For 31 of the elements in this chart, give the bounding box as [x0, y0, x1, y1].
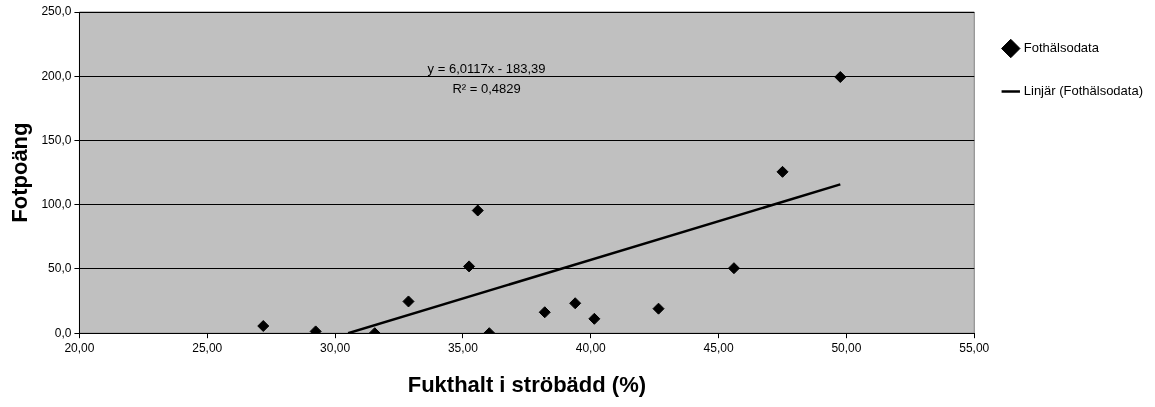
y-tick-label: 0,0: [54, 325, 72, 340]
x-tick-label: 25,00: [192, 340, 223, 355]
y-axis-title: Fotpoäng: [7, 122, 33, 223]
x-tick-label: 50,00: [831, 340, 862, 355]
point: [834, 71, 847, 84]
y-tick-label: 200,0: [41, 68, 72, 83]
y-tick-label: 50,0: [48, 261, 72, 276]
x-tick-label: 30,00: [320, 340, 351, 355]
point: [588, 312, 601, 325]
x-axis-title: Fukthalt i ströbädd (%): [407, 371, 647, 397]
point: [402, 295, 415, 308]
x-tick-label: 40,00: [575, 340, 607, 355]
point: [776, 165, 789, 178]
y-tick-label: 250,0: [41, 4, 72, 19]
point: [471, 204, 484, 217]
x-tick-label: 35,00: [447, 340, 479, 355]
point: [652, 302, 665, 315]
legend-label: Fothälsodata: [1023, 40, 1100, 56]
point: [257, 320, 270, 333]
legend-label: Linjär (Fothälsodata): [1023, 83, 1144, 99]
annotation: y = 6,0117x - 183,39: [427, 60, 546, 76]
x-tick-label: 45,00: [703, 340, 734, 355]
point: [569, 297, 582, 310]
annotation: R² = 0,4829: [452, 80, 521, 96]
point: [727, 262, 740, 275]
y-tick-label: 100,0: [41, 197, 72, 212]
y-tick-label: 150,0: [41, 132, 72, 147]
point: [463, 260, 476, 273]
point: [538, 306, 551, 319]
x-tick-label: 20,00: [64, 340, 95, 355]
x-tick-label: 55,00: [959, 340, 990, 355]
